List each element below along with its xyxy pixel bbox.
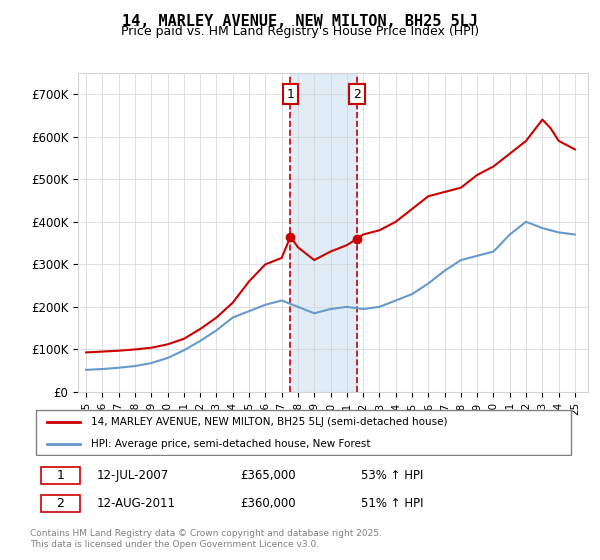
Text: 12-JUL-2007: 12-JUL-2007 (96, 469, 169, 482)
Bar (290, 73, 357, 392)
Text: Contains HM Land Registry data © Crown copyright and database right 2025.
This d: Contains HM Land Registry data © Crown c… (30, 529, 382, 549)
Text: 53% ↑ HPI: 53% ↑ HPI (361, 469, 424, 482)
Text: 1: 1 (56, 469, 64, 482)
Text: 2: 2 (56, 497, 64, 510)
Text: 51% ↑ HPI: 51% ↑ HPI (361, 497, 424, 510)
Text: 14, MARLEY AVENUE, NEW MILTON, BH25 5LJ (semi-detached house): 14, MARLEY AVENUE, NEW MILTON, BH25 5LJ … (91, 417, 447, 427)
Text: 12-AUG-2011: 12-AUG-2011 (96, 497, 175, 510)
Text: Price paid vs. HM Land Registry's House Price Index (HPI): Price paid vs. HM Land Registry's House … (121, 25, 479, 38)
Text: HPI: Average price, semi-detached house, New Forest: HPI: Average price, semi-detached house,… (91, 438, 370, 449)
Text: 1: 1 (287, 87, 295, 101)
Text: £360,000: £360,000 (240, 497, 295, 510)
FancyBboxPatch shape (41, 467, 80, 484)
FancyBboxPatch shape (41, 495, 80, 512)
Text: 14, MARLEY AVENUE, NEW MILTON, BH25 5LJ: 14, MARLEY AVENUE, NEW MILTON, BH25 5LJ (122, 14, 478, 29)
Text: £365,000: £365,000 (240, 469, 295, 482)
FancyBboxPatch shape (35, 410, 571, 455)
Text: 2: 2 (353, 87, 361, 101)
